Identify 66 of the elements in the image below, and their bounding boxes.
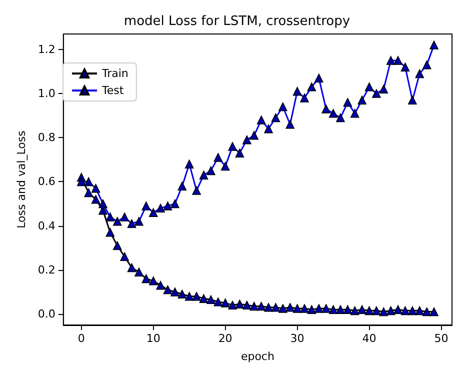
point — [250, 302, 258, 311]
x-tick-label: 40 — [362, 332, 376, 345]
point — [379, 307, 388, 316]
point — [408, 306, 417, 316]
y-tick-label: 1.0 — [38, 87, 56, 100]
point — [178, 290, 187, 299]
point — [415, 306, 424, 316]
point — [220, 298, 230, 308]
y-tick-label: 0.0 — [38, 307, 56, 320]
point — [386, 306, 396, 316]
point — [228, 300, 237, 310]
point — [242, 300, 252, 310]
point — [286, 302, 294, 312]
point — [422, 307, 432, 316]
point — [364, 306, 374, 316]
y-tick-label: 0.6 — [38, 175, 56, 188]
point — [271, 302, 280, 312]
x-tick-label: 30 — [290, 332, 304, 345]
y-tick-label: 1.2 — [38, 42, 56, 56]
point — [264, 302, 273, 312]
legend-label: Test — [101, 84, 124, 97]
point — [292, 304, 302, 313]
y-tick-label: 0.8 — [38, 131, 56, 144]
point — [322, 304, 330, 313]
point — [106, 228, 115, 237]
point — [300, 304, 309, 313]
point — [256, 302, 266, 311]
point — [430, 307, 438, 316]
point — [235, 300, 244, 308]
point — [372, 306, 381, 316]
point — [400, 306, 410, 316]
point — [156, 280, 165, 290]
point — [170, 288, 180, 296]
point — [307, 305, 316, 314]
point — [134, 268, 144, 276]
point — [127, 263, 136, 272]
legend-label: Train — [101, 67, 128, 80]
point — [142, 274, 151, 284]
point — [184, 292, 194, 301]
point — [163, 285, 172, 294]
point — [278, 304, 288, 313]
point — [214, 297, 223, 306]
point — [91, 194, 100, 204]
chart-title: model Loss for LSTM, crossentropy — [124, 14, 350, 29]
point — [112, 241, 122, 250]
point — [394, 305, 402, 314]
x-tick-label: 20 — [218, 332, 232, 345]
x-tick-label: 50 — [434, 332, 448, 345]
point — [328, 305, 338, 314]
y-tick-label: 0.2 — [38, 263, 56, 276]
point — [336, 305, 345, 314]
x-tick-label: 0 — [78, 332, 85, 345]
point — [120, 252, 129, 262]
y-tick-label: 0.4 — [38, 219, 56, 232]
x-tick-label: 10 — [146, 332, 160, 345]
point — [350, 306, 360, 316]
point — [358, 305, 366, 314]
point — [192, 292, 201, 301]
point — [148, 276, 158, 286]
y-axis-title: Loss and val_Loss — [15, 130, 28, 228]
point — [314, 304, 324, 313]
point — [343, 305, 352, 314]
point — [84, 188, 93, 198]
point — [199, 294, 208, 303]
x-axis-title: epoch — [240, 350, 274, 363]
point — [206, 295, 216, 304]
